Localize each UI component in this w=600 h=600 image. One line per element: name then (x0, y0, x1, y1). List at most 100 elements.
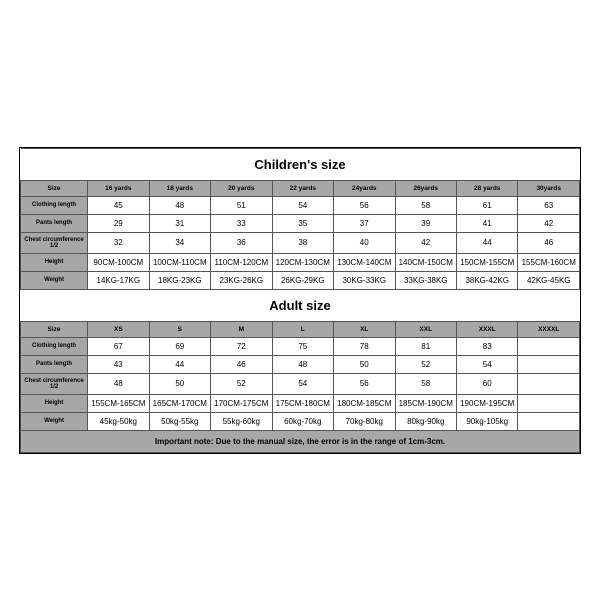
row-label: Chest circumference 1/2 (21, 373, 88, 394)
col: XXXXL (518, 321, 580, 337)
size-chart-container: Children's size Size 16 yards 18 yards 2… (19, 147, 581, 454)
row-label: Height (21, 394, 88, 412)
col: M (211, 321, 272, 337)
adult-header-row: Size XS S M L XL XXL XXXL XXXXL (21, 321, 580, 337)
size-table: Children's size Size 16 yards 18 yards 2… (20, 148, 580, 453)
cell: 190CM-195CM (456, 394, 517, 412)
cell: 69 (149, 337, 210, 355)
cell: 60kg-70kg (272, 412, 333, 430)
row-label: Clothing length (21, 337, 88, 355)
cell: 52 (211, 373, 272, 394)
table-row: Weight 14KG-17KG 18KG-23KG 23KG-26KG 26K… (21, 271, 580, 289)
cell: 36 (211, 232, 272, 253)
col: 30yards (518, 180, 580, 196)
cell: 140CM-150CM (395, 253, 456, 271)
table-row: Pants length 29 31 33 35 37 39 41 42 (21, 214, 580, 232)
cell: 155CM-165CM (88, 394, 149, 412)
col: S (149, 321, 210, 337)
cell: 81 (395, 337, 456, 355)
col: 16 yards (88, 180, 149, 196)
row-label: Pants length (21, 214, 88, 232)
cell: 175CM-180CM (272, 394, 333, 412)
col: 24yards (334, 180, 395, 196)
row-label: Clothing length (21, 196, 88, 214)
cell: 39 (395, 214, 456, 232)
cell: 55kg-60kg (211, 412, 272, 430)
table-row: Height 155CM-165CM 165CM-170CM 170CM-175… (21, 394, 580, 412)
cell: 42 (518, 214, 580, 232)
col: 22 yards (272, 180, 333, 196)
cell: 38 (272, 232, 333, 253)
cell: 60 (456, 373, 517, 394)
cell: 54 (456, 355, 517, 373)
row-label: Chest circumference 1/2 (21, 232, 88, 253)
cell (518, 337, 580, 355)
cell: 75 (272, 337, 333, 355)
col: 28 yards (456, 180, 517, 196)
cell: 35 (272, 214, 333, 232)
cell: 100CM-110CM (149, 253, 210, 271)
col-label: Size (21, 180, 88, 196)
adult-title: Adult size (21, 289, 580, 321)
children-title: Children's size (21, 148, 580, 180)
cell: 14KG-17KG (88, 271, 149, 289)
cell: 130CM-140CM (334, 253, 395, 271)
cell: 56 (334, 196, 395, 214)
cell: 33KG-38KG (395, 271, 456, 289)
cell: 51 (211, 196, 272, 214)
cell: 50 (149, 373, 210, 394)
cell: 32 (88, 232, 149, 253)
cell: 48 (149, 196, 210, 214)
col-label: Size (21, 321, 88, 337)
cell: 33 (211, 214, 272, 232)
table-row: Clothing length 45 48 51 54 56 58 61 63 (21, 196, 580, 214)
table-row: Height 90CM-100CM 100CM-110CM 110CM-120C… (21, 253, 580, 271)
cell: 44 (456, 232, 517, 253)
cell: 78 (334, 337, 395, 355)
cell: 45 (88, 196, 149, 214)
cell: 185CM-190CM (395, 394, 456, 412)
table-row: Clothing length 67 69 72 75 78 81 83 (21, 337, 580, 355)
cell: 23KG-26KG (211, 271, 272, 289)
col: XXL (395, 321, 456, 337)
cell (518, 373, 580, 394)
cell: 44 (149, 355, 210, 373)
cell: 46 (518, 232, 580, 253)
table-row: Weight 45kg-50kg 50kg-55kg 55kg-60kg 60k… (21, 412, 580, 430)
cell: 52 (395, 355, 456, 373)
cell: 42 (395, 232, 456, 253)
row-label: Pants length (21, 355, 88, 373)
cell: 29 (88, 214, 149, 232)
table-row: Pants length 43 44 46 48 50 52 54 (21, 355, 580, 373)
cell: 48 (272, 355, 333, 373)
cell: 165CM-170CM (149, 394, 210, 412)
cell: 120CM-130CM (272, 253, 333, 271)
cell: 43 (88, 355, 149, 373)
cell: 18KG-23KG (149, 271, 210, 289)
cell: 58 (395, 196, 456, 214)
row-label: Weight (21, 271, 88, 289)
cell: 67 (88, 337, 149, 355)
cell: 83 (456, 337, 517, 355)
cell: 37 (334, 214, 395, 232)
cell: 31 (149, 214, 210, 232)
col: 18 yards (149, 180, 210, 196)
table-row: Chest circumference 1/2 48 50 52 54 56 5… (21, 373, 580, 394)
cell (518, 355, 580, 373)
cell: 180CM-185CM (334, 394, 395, 412)
col: 26yards (395, 180, 456, 196)
cell: 72 (211, 337, 272, 355)
col: XL (334, 321, 395, 337)
cell: 80kg-90kg (395, 412, 456, 430)
cell: 40 (334, 232, 395, 253)
cell: 56 (334, 373, 395, 394)
cell: 110CM-120CM (211, 253, 272, 271)
cell: 155CM-160CM (518, 253, 580, 271)
cell (518, 412, 580, 430)
cell: 150CM-155CM (456, 253, 517, 271)
cell: 170CM-175CM (211, 394, 272, 412)
cell: 54 (272, 373, 333, 394)
cell: 42KG-45KG (518, 271, 580, 289)
cell: 30KG-33KG (334, 271, 395, 289)
col: XS (88, 321, 149, 337)
